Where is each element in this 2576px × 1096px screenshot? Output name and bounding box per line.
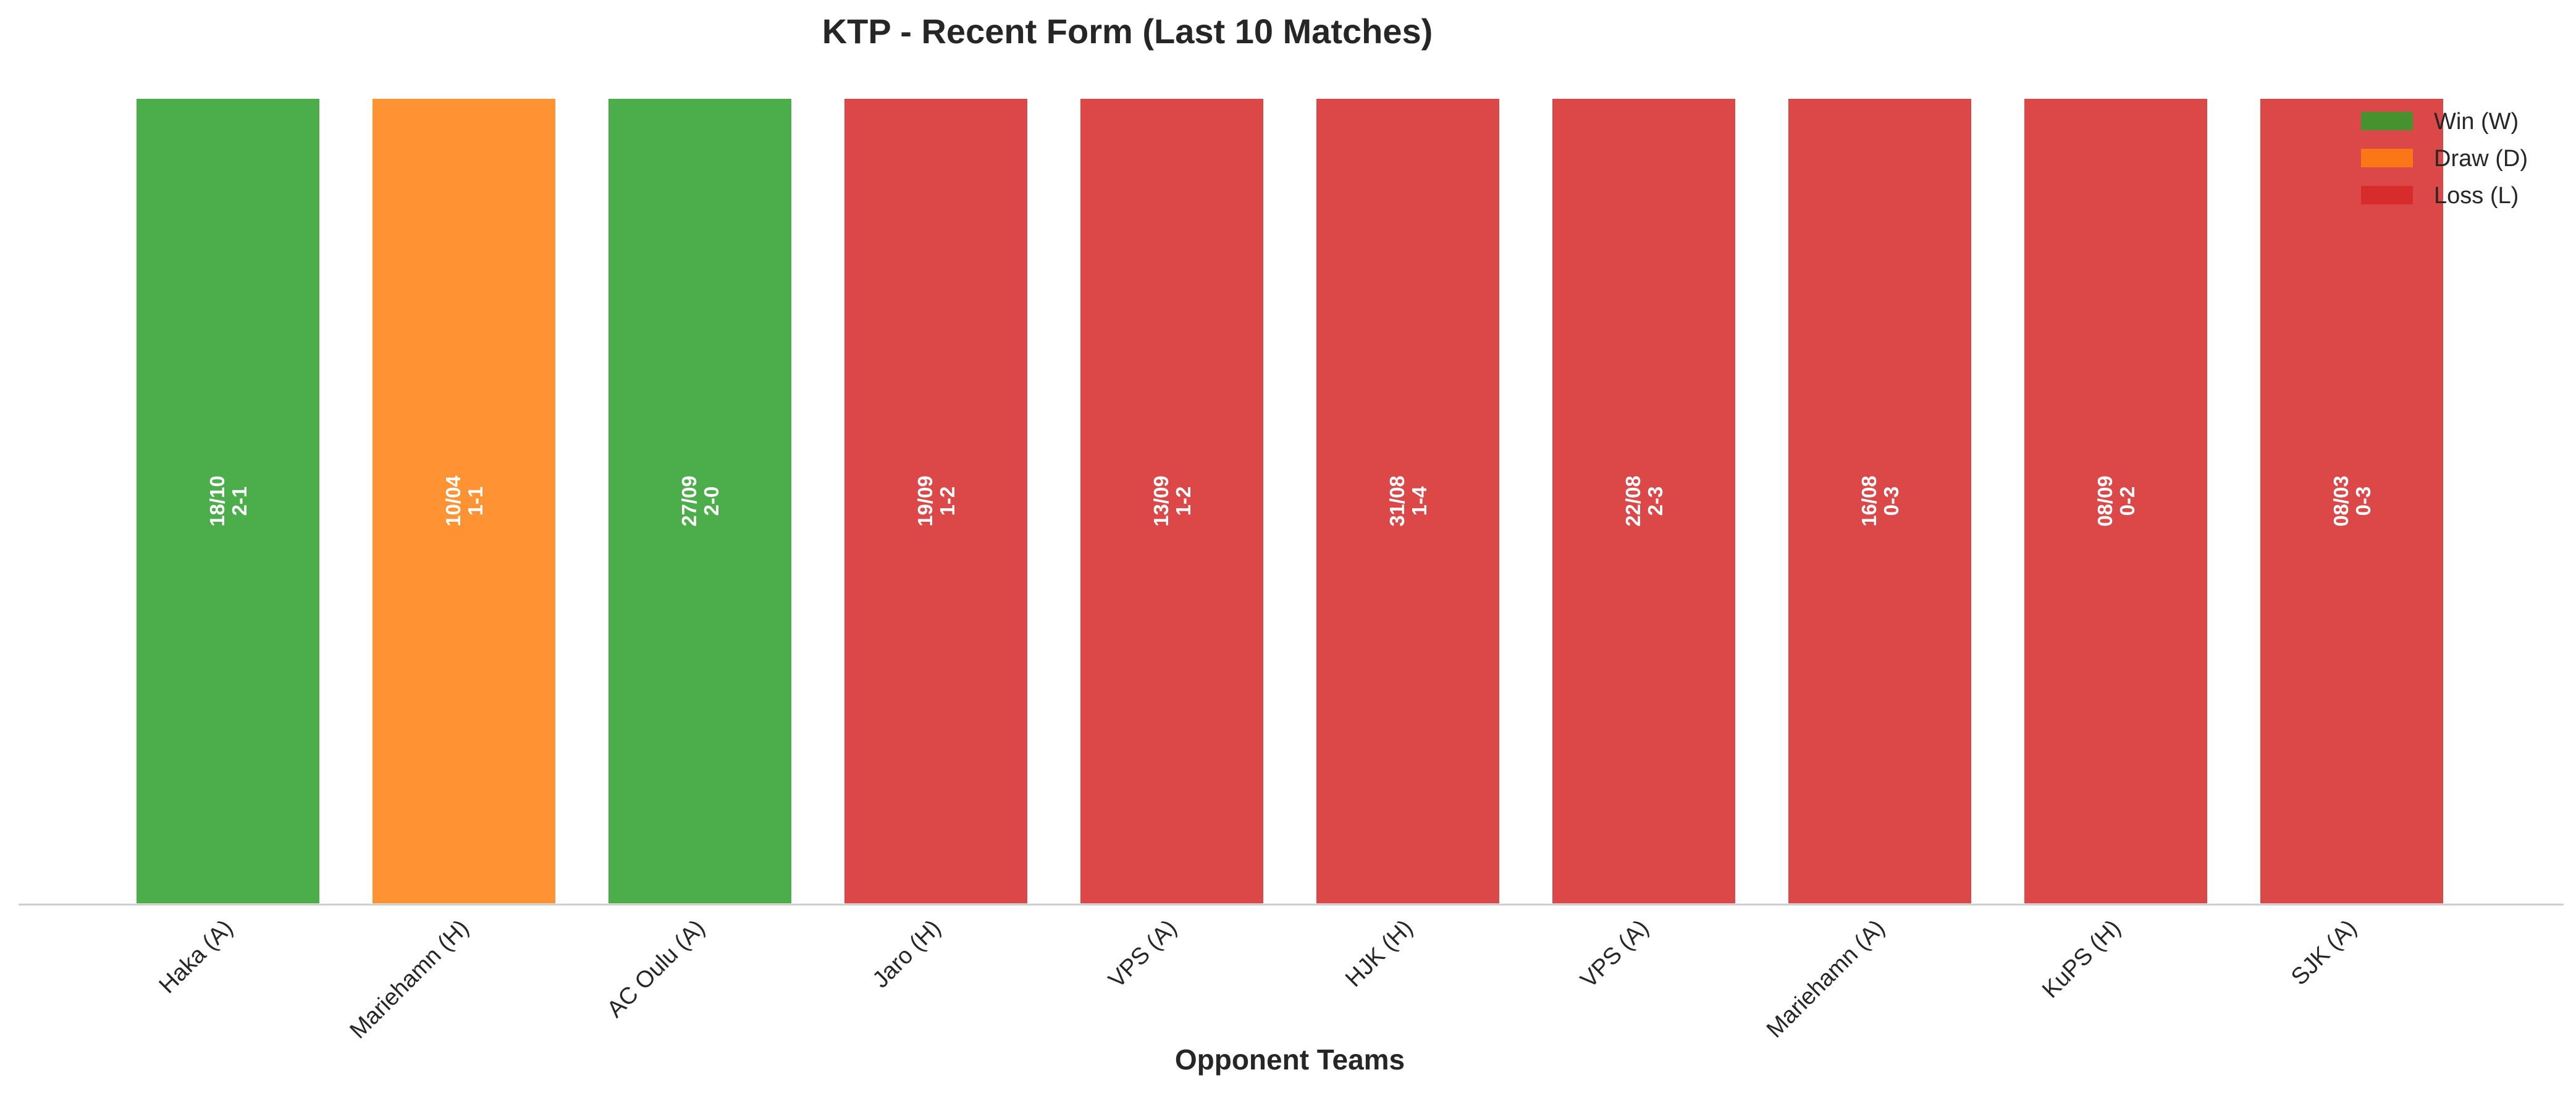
bar	[1314, 96, 1502, 906]
bar-data-label: 18/102-1	[206, 475, 251, 527]
match-date-label: 16/08	[1858, 475, 1880, 527]
bar	[134, 96, 322, 906]
match-score-label: 0-3	[2352, 487, 2375, 516]
match-date-label: 18/10	[206, 475, 229, 527]
legend: Win (W) Draw (D) Loss (L)	[2361, 109, 2528, 209]
match-score-label: 0-2	[2116, 487, 2139, 516]
legend-label: Win (W)	[2434, 109, 2519, 135]
match-date-label: 22/08	[1622, 475, 1644, 527]
legend-item: Draw (D)	[2361, 146, 2528, 172]
bars-layer: 18/102-1 10/041-1 27/092-0 19/091-2 13/091-2…	[134, 96, 2446, 906]
bar	[2022, 96, 2210, 906]
match-score-label: 1-2	[1172, 487, 1195, 516]
bar	[2258, 96, 2446, 906]
bar-group: 22/082-3	[1550, 96, 1738, 906]
match-score-label: 0-3	[1880, 487, 1903, 516]
bar	[1078, 96, 1266, 906]
match-score-label: 2-3	[1644, 487, 1667, 516]
match-score-label: 2-1	[228, 487, 251, 516]
bar	[1786, 96, 1974, 906]
match-date-label: 19/09	[914, 475, 937, 527]
match-score-label: 1-2	[936, 487, 959, 516]
bar-data-label: 08/090-2	[2094, 475, 2139, 527]
bar-data-label: 16/080-3	[1858, 475, 1903, 527]
match-score-label: 1-1	[464, 487, 487, 516]
bar-data-label: 19/091-2	[914, 475, 959, 527]
bar-group: 27/092-0	[606, 96, 794, 906]
bar-group: 31/081-4	[1314, 96, 1502, 906]
legend-item: Win (W)	[2361, 109, 2519, 135]
legend-swatch	[2361, 186, 2413, 204]
match-date-label: 08/09	[2094, 475, 2116, 527]
bar-data-label: 31/081-4	[1386, 475, 1431, 527]
legend-swatch	[2361, 149, 2413, 167]
match-date-label: 13/09	[1150, 475, 1172, 527]
match-score-label: 1-4	[1408, 486, 1431, 516]
bar-data-label: 22/082-3	[1622, 475, 1667, 527]
legend-label: Loss (L)	[2434, 183, 2519, 209]
chart-title: KTP - Recent Form (Last 10 Matches)	[822, 12, 1433, 51]
match-date-label: 08/03	[2330, 475, 2352, 527]
bar	[842, 96, 1030, 906]
match-date-label: 31/08	[1386, 475, 1408, 527]
legend-swatch	[2361, 112, 2413, 130]
bar-data-label: 13/091-2	[1150, 475, 1195, 527]
bar-group: 08/090-2	[2022, 96, 2210, 906]
legend-label: Draw (D)	[2434, 146, 2528, 172]
bar	[606, 96, 794, 906]
legend-item: Loss (L)	[2361, 183, 2519, 209]
bar-data-label: 08/030-3	[2330, 475, 2375, 527]
bar-group: 10/041-1	[370, 96, 558, 906]
match-date-label: 27/09	[678, 475, 701, 527]
bar-group: 18/102-1	[134, 96, 322, 906]
bar-group: 08/030-3	[2258, 96, 2446, 906]
bar	[1550, 96, 1738, 906]
bar-group: 19/091-2	[842, 96, 1030, 906]
bar-group: 13/091-2	[1078, 96, 1266, 906]
match-score-label: 2-0	[700, 487, 723, 516]
bar-data-label: 10/041-1	[442, 475, 487, 527]
bar-data-label: 27/092-0	[678, 475, 723, 527]
match-date-label: 10/04	[442, 475, 465, 527]
x-axis-label: Opponent Teams	[1175, 1044, 1405, 1076]
bar-group: 16/080-3	[1786, 96, 1974, 906]
